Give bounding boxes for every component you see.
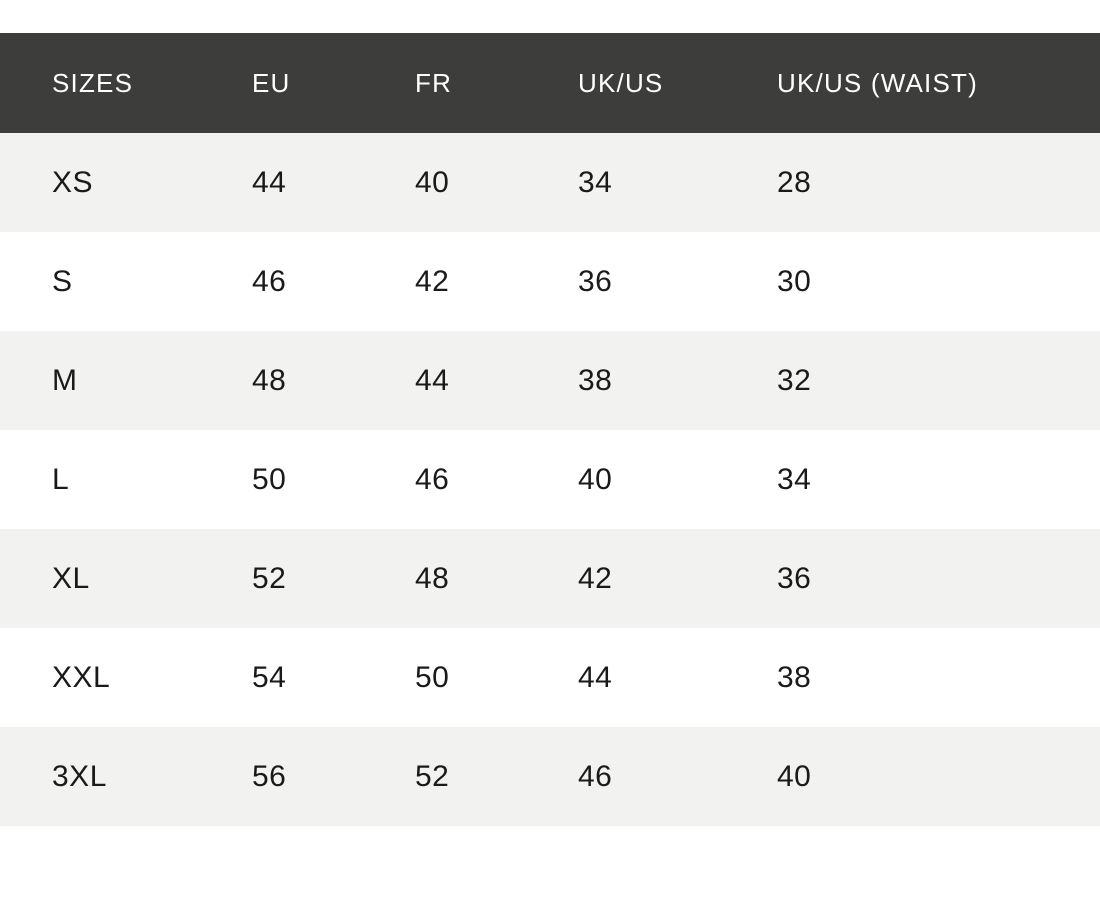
cell-eu: 56 [252,759,287,793]
header-cell-sizes: SIZES [52,67,134,98]
cell-fr: 40 [415,165,450,199]
cell-size: XL [52,561,90,595]
cell-eu: 44 [252,165,287,199]
table-header-row: SIZES EU FR UK/US UK/US (WAIST) [0,33,1100,133]
cell-ukus-waist: 38 [777,660,812,694]
cell-ukus: 40 [578,462,613,496]
cell-fr: 50 [415,660,450,694]
cell-size: XS [52,165,94,199]
table-row-3xl: 3XL 56 52 46 40 [0,727,1100,826]
cell-size: M [52,363,78,397]
cell-fr: 44 [415,363,450,397]
cell-ukus-waist: 32 [777,363,812,397]
cell-ukus: 38 [578,363,613,397]
cell-ukus: 46 [578,759,613,793]
table-row-xl: XL 52 48 42 36 [0,529,1100,628]
cell-size: S [52,264,73,298]
table-row-xxl: XXL 54 50 44 38 [0,628,1100,727]
cell-ukus-waist: 28 [777,165,812,199]
cell-eu: 50 [252,462,287,496]
cell-ukus: 36 [578,264,613,298]
cell-ukus-waist: 36 [777,561,812,595]
cell-size: 3XL [52,759,107,793]
size-conversion-table: SIZES EU FR UK/US UK/US (WAIST) XS 44 40… [0,33,1100,826]
cell-ukus-waist: 34 [777,462,812,496]
table-row-l: L 50 46 40 34 [0,430,1100,529]
cell-eu: 48 [252,363,287,397]
cell-fr: 48 [415,561,450,595]
cell-ukus-waist: 30 [777,264,812,298]
cell-fr: 52 [415,759,450,793]
cell-ukus-waist: 40 [777,759,812,793]
header-cell-eu: EU [252,67,291,98]
cell-eu: 54 [252,660,287,694]
header-cell-ukus-waist: UK/US (WAIST) [777,67,978,98]
header-cell-ukus: UK/US [578,67,664,98]
table-row-s: S 46 42 36 30 [0,232,1100,331]
cell-ukus: 34 [578,165,613,199]
table-row-xs: XS 44 40 34 28 [0,133,1100,232]
cell-eu: 52 [252,561,287,595]
cell-ukus: 44 [578,660,613,694]
cell-ukus: 42 [578,561,613,595]
table-row-m: M 48 44 38 32 [0,331,1100,430]
cell-fr: 46 [415,462,450,496]
cell-size: L [52,462,70,496]
header-cell-fr: FR [415,67,453,98]
cell-fr: 42 [415,264,450,298]
cell-size: XXL [52,660,111,694]
cell-eu: 46 [252,264,287,298]
